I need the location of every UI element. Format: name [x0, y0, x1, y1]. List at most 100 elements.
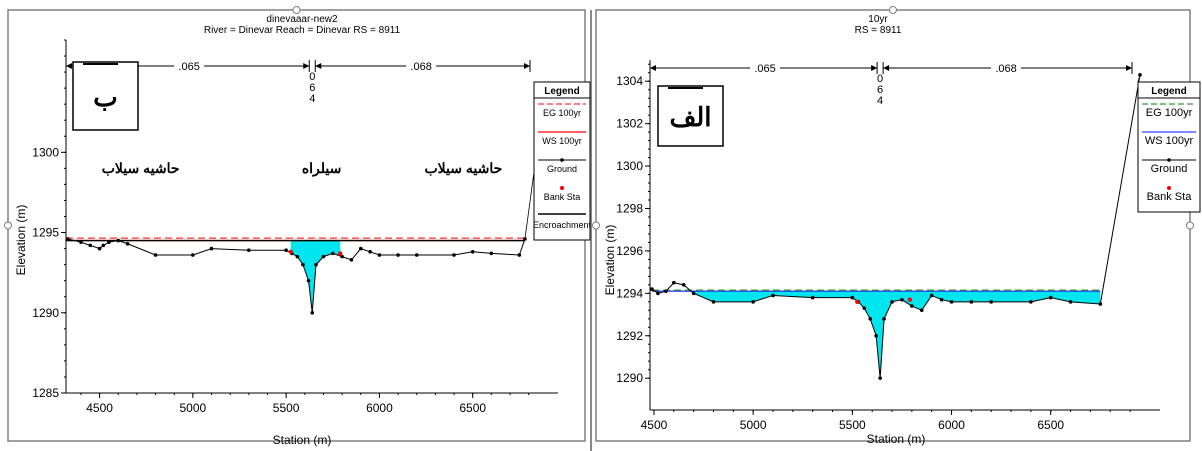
manning-right-label: .068 [410, 61, 431, 73]
ground-point [691, 291, 696, 296]
ground-point [900, 297, 904, 302]
ground-point [340, 254, 344, 259]
ground-point [209, 246, 214, 251]
y-axis-label: Elevation (m) [14, 205, 28, 276]
chart-title-line-0: 10yr [868, 14, 888, 25]
legend-connector [524, 171, 535, 240]
manning-label-bg [991, 61, 1022, 73]
x-tick-label: 5000 [740, 418, 767, 432]
ground-point [79, 240, 83, 244]
ground-point [321, 254, 326, 259]
panel-handle-left [592, 221, 600, 230]
x-tick-label: 6500 [1037, 418, 1064, 432]
legend-swatch-bank [560, 186, 564, 190]
ground-point [929, 293, 934, 298]
ground-point [882, 316, 886, 321]
bank-station-point [907, 297, 913, 302]
ground-point [358, 246, 363, 251]
bank-station-point [338, 251, 343, 256]
legend-title: Legend [544, 86, 580, 97]
ground-point [88, 243, 93, 248]
ground-point [284, 248, 288, 252]
region-annotation: حاشیه سیلاب [424, 160, 502, 176]
ground-point [810, 295, 815, 300]
ground-point [1098, 302, 1103, 306]
ground-point [989, 300, 994, 304]
x-tick-label: 5500 [839, 418, 866, 432]
y-tick-label: 1292 [616, 329, 643, 343]
ground-point [107, 240, 111, 244]
chart-title-line-1: River = Dinevar Reach = Dinevar RS = 891… [204, 25, 401, 36]
y-axis-label: Elevation (m) [603, 225, 617, 296]
ground-point [125, 241, 130, 246]
ground-point [396, 253, 400, 257]
ground-point [306, 278, 311, 283]
x-tick-label: 4500 [641, 418, 668, 432]
manning-label-bg [174, 59, 205, 71]
ground-point [771, 293, 775, 298]
ground-point [314, 262, 318, 267]
manning-split-digit: 4 [309, 93, 315, 105]
bank-station-point [855, 299, 860, 305]
ground-point [939, 297, 944, 302]
x-tick-label: 6500 [459, 401, 486, 415]
ground-line [651, 74, 1141, 379]
legend-swatch-ground-dot [560, 158, 564, 162]
bank-station-point [288, 249, 294, 254]
ground-point [301, 262, 305, 267]
ground-point [97, 246, 102, 251]
panel-handle-left [4, 221, 12, 230]
legend-item-label: WS 100yr [542, 136, 582, 146]
ground-point [247, 248, 251, 252]
manning-split-digit: 6 [877, 84, 883, 96]
y-tick-label: 1294 [616, 286, 643, 300]
ground-point [751, 300, 755, 304]
ground-point [349, 258, 354, 262]
ground-point [368, 250, 372, 254]
manning-arrowhead [66, 63, 72, 69]
ground-point [664, 289, 668, 294]
manning-arrowhead [883, 65, 890, 71]
ground-point [452, 253, 456, 257]
panel-handle-top [292, 6, 301, 14]
panel-label: الف [669, 102, 711, 132]
ground-point [878, 376, 882, 380]
panel-handle-right [1186, 221, 1194, 230]
y-tick-label: 1296 [616, 244, 643, 258]
manning-split-digit: 0 [309, 71, 315, 83]
manning-label-bg [750, 61, 781, 73]
region-annotation: حاشیه سیلاب [102, 160, 180, 176]
region-annotation: سیلراه [302, 160, 342, 177]
y-tick-label: 1300 [32, 145, 59, 159]
ground-point [489, 251, 494, 256]
ground-point [919, 308, 924, 313]
manning-right-label: .068 [995, 63, 1016, 75]
panel-handle-top [889, 6, 897, 14]
legend-item-label: WS 100yr [1145, 135, 1194, 147]
y-tick-label: 1298 [616, 201, 643, 215]
ground-point [656, 291, 660, 296]
ground-point [330, 251, 335, 256]
manning-split-digit: 4 [877, 95, 883, 107]
ground-point [1068, 300, 1073, 304]
legend-item-label: Encroachment [533, 220, 592, 230]
ground-point [862, 306, 867, 310]
ground-point [890, 300, 894, 304]
water-fill [290, 240, 341, 313]
ground-point [711, 300, 716, 304]
legend-swatch-bank [1167, 186, 1171, 190]
manning-split-digit: 0 [877, 73, 883, 85]
ground-point [910, 304, 914, 308]
manning-arrowhead [524, 63, 530, 69]
ground-point [1048, 295, 1053, 300]
legend-item-label: Ground [547, 164, 577, 174]
ground-point [414, 253, 419, 257]
legend-item-label: Bank Sta [1147, 191, 1193, 203]
ground-point [868, 316, 873, 321]
manning-label-bg [406, 59, 437, 71]
panel-label: ب [93, 82, 117, 112]
legend-item-label: EG 100yr [1146, 107, 1193, 119]
